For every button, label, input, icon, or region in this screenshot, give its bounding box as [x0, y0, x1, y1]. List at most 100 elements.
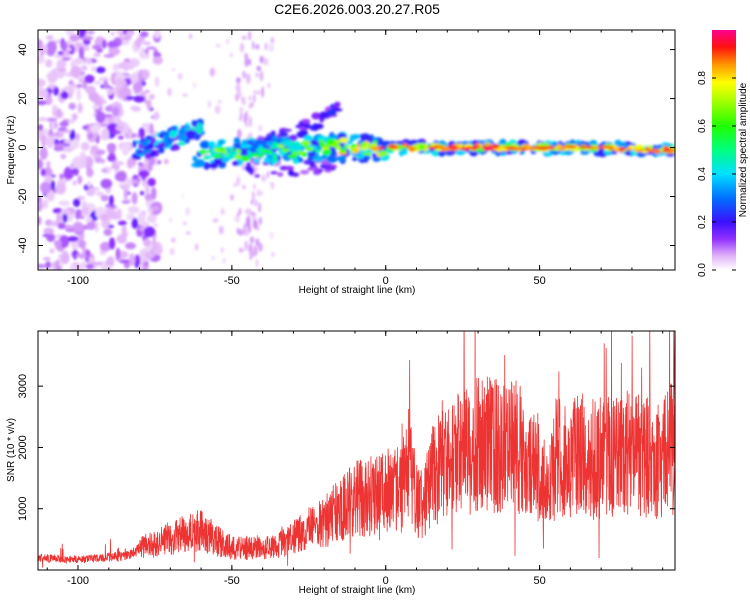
colorbar-tick-label: 0.4 — [697, 167, 708, 181]
noise-blob — [96, 191, 104, 197]
noise-blob — [60, 153, 67, 160]
noise-blob — [100, 194, 109, 202]
noise-blob — [139, 190, 145, 196]
noise-blob — [185, 231, 191, 235]
noise-blob — [60, 208, 71, 215]
ridge-band — [372, 156, 381, 162]
noise-blob — [209, 67, 216, 77]
noise-blob — [46, 40, 57, 54]
noise-blob — [77, 102, 83, 114]
noise-blob — [106, 88, 114, 96]
streak-blob — [311, 112, 321, 120]
noise-blob — [221, 246, 224, 254]
noise-blob — [108, 237, 116, 250]
noise-blob — [38, 263, 47, 269]
noise-blob — [236, 175, 240, 186]
ridge-core — [360, 142, 367, 147]
noise-blob — [62, 145, 75, 153]
noise-blob — [39, 47, 45, 57]
noise-blob — [78, 30, 87, 38]
ridge-core — [315, 148, 321, 154]
ridge-core — [304, 146, 311, 151]
noise-blob — [250, 199, 254, 205]
noise-blob — [58, 67, 67, 72]
branch-blob — [150, 137, 156, 145]
noise-blob — [271, 182, 274, 190]
ridge-band — [352, 133, 360, 140]
noise-blob — [67, 217, 73, 223]
branch-blob — [163, 134, 168, 143]
ridge-core — [257, 148, 262, 154]
noise-blob — [252, 191, 255, 202]
noise-blob — [87, 180, 92, 188]
ridge-band — [357, 153, 365, 160]
noise-blob — [244, 112, 247, 120]
noise-blob — [117, 62, 129, 70]
ridge-peak — [434, 145, 440, 148]
noise-blob — [117, 135, 124, 140]
ridge-core — [300, 140, 311, 146]
branch-blob — [160, 131, 167, 135]
noise-blob — [146, 46, 157, 50]
noise-blob — [269, 231, 274, 240]
ridge-core — [225, 146, 231, 151]
noise-blob — [86, 221, 96, 230]
noise-blob — [44, 175, 53, 183]
noise-blob — [261, 174, 267, 183]
branch-blob — [141, 140, 148, 147]
ridge-peak — [625, 147, 633, 151]
branch-blob — [139, 152, 146, 157]
streak-blob — [284, 165, 295, 171]
noise-blob — [79, 265, 84, 270]
ridge-band — [330, 150, 337, 157]
noise-blob — [95, 149, 106, 155]
noise-blob — [101, 128, 110, 141]
noise-blob — [53, 86, 60, 96]
noise-blob — [53, 39, 62, 44]
noise-blob — [85, 263, 94, 270]
noise-blob — [70, 65, 82, 78]
noise-blob — [189, 33, 193, 40]
noise-blob — [101, 168, 108, 173]
noise-blob — [142, 238, 151, 247]
ridge-peak — [558, 147, 566, 151]
noise-blob — [258, 202, 261, 213]
noise-blob — [126, 127, 133, 139]
noise-blob — [255, 72, 259, 78]
noise-blob — [111, 130, 122, 135]
noise-blob — [256, 188, 261, 197]
noise-blob — [256, 224, 260, 232]
noise-blob — [45, 96, 53, 106]
noise-blob — [182, 93, 189, 98]
noise-blob — [235, 93, 239, 102]
noise-blob — [269, 44, 274, 52]
noise-blob — [230, 194, 234, 201]
noise-blob — [144, 48, 149, 55]
spectrogram-y-tick-label: 20 — [17, 92, 29, 104]
ridge-core — [273, 154, 278, 160]
ridge-peak — [439, 146, 450, 151]
branch-blob — [132, 140, 137, 148]
noise-blob — [150, 206, 160, 211]
noise-blob — [108, 194, 114, 206]
noise-blob — [45, 261, 52, 269]
noise-blob — [59, 173, 65, 180]
ridge-peak — [564, 145, 575, 148]
streak-blob — [299, 126, 306, 131]
spectrogram-blobs — [38, 30, 675, 270]
noise-blob — [103, 228, 113, 237]
ridge-core — [322, 148, 332, 153]
noise-blob — [130, 74, 137, 83]
noise-blob — [151, 187, 157, 200]
noise-blob — [50, 179, 56, 192]
noise-blob — [263, 58, 269, 66]
noise-blob — [214, 105, 221, 114]
noise-blob — [144, 193, 153, 201]
noise-blob — [100, 261, 108, 270]
ridge-band — [311, 141, 320, 146]
noise-blob — [253, 184, 256, 190]
snr-x-tick-label: 50 — [533, 575, 545, 587]
ridge-core — [221, 158, 229, 163]
noise-blob — [256, 65, 262, 72]
noise-blob — [253, 94, 256, 103]
